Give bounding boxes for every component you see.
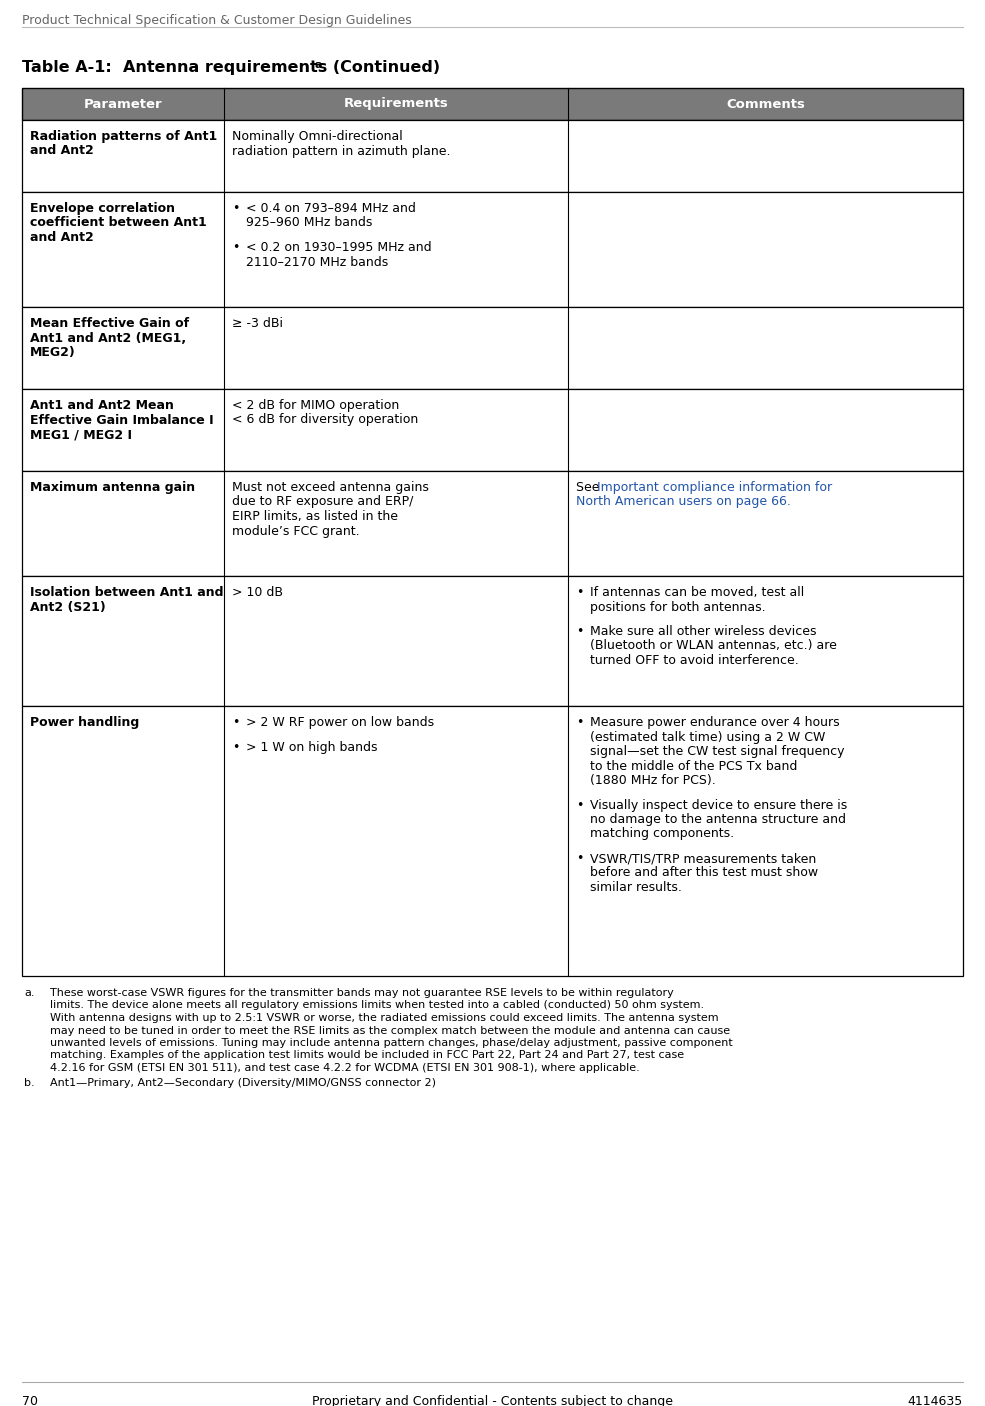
Text: Power handling: Power handling (30, 716, 139, 728)
Text: Product Technical Specification & Customer Design Guidelines: Product Technical Specification & Custom… (22, 14, 412, 27)
Text: similar results.: similar results. (590, 882, 682, 894)
Bar (567, 89, 963, 120)
Text: > 10 dB: > 10 dB (232, 586, 284, 599)
Text: no damage to the antenna structure and: no damage to the antenna structure and (590, 813, 846, 825)
Text: If antennas can be moved, test all: If antennas can be moved, test all (590, 586, 804, 599)
Text: (1880 MHz for PCS).: (1880 MHz for PCS). (590, 773, 715, 787)
Text: Nominally Omni-directional: Nominally Omni-directional (232, 129, 403, 143)
Text: Visually inspect device to ensure there is: Visually inspect device to ensure there … (590, 799, 847, 811)
Text: Maximum antenna gain: Maximum antenna gain (30, 481, 195, 494)
Text: Measure power endurance over 4 hours: Measure power endurance over 4 hours (590, 716, 839, 728)
Text: Ant1 and Ant2 Mean: Ant1 and Ant2 Mean (30, 399, 174, 412)
Text: 925–960 MHz bands: 925–960 MHz bands (246, 217, 372, 229)
Text: < 6 dB for diversity operation: < 6 dB for diversity operation (232, 413, 419, 426)
Text: Parameter: Parameter (84, 97, 163, 111)
Text: ≥ -3 dBi: ≥ -3 dBi (232, 316, 284, 330)
Text: Radiation patterns of Ant1: Radiation patterns of Ant1 (30, 129, 218, 143)
Text: Table A-1:  Antenna requirements (Continued): Table A-1: Antenna requirements (Continu… (22, 60, 440, 75)
Text: radiation pattern in azimuth plane.: radiation pattern in azimuth plane. (232, 145, 451, 157)
Bar (22, 471, 963, 576)
Bar (225, 89, 567, 120)
Text: coefficient between Ant1: coefficient between Ant1 (30, 217, 207, 229)
Text: VSWR/TIS/TRP measurements taken: VSWR/TIS/TRP measurements taken (590, 852, 816, 865)
Text: > 2 W RF power on low bands: > 2 W RF power on low bands (246, 716, 434, 728)
Bar (22, 193, 963, 307)
Text: •: • (576, 626, 583, 638)
Text: •: • (232, 716, 239, 728)
Text: and Ant2: and Ant2 (30, 231, 94, 245)
Text: With antenna designs with up to 2.5:1 VSWR or worse, the radiated emissions coul: With antenna designs with up to 2.5:1 VS… (50, 1012, 719, 1024)
Text: Important compliance information for: Important compliance information for (597, 481, 832, 494)
Text: MEG2): MEG2) (30, 346, 76, 359)
Text: Make sure all other wireless devices: Make sure all other wireless devices (590, 626, 817, 638)
Text: < 0.4 on 793–894 MHz and: < 0.4 on 793–894 MHz and (246, 202, 417, 215)
Text: Ant1 and Ant2 (MEG1,: Ant1 and Ant2 (MEG1, (30, 332, 186, 344)
Text: •: • (576, 799, 583, 811)
Bar (22, 706, 963, 976)
Text: to the middle of the PCS Tx band: to the middle of the PCS Tx band (590, 759, 797, 772)
Text: may need to be tuned in order to meet the RSE limits as the complex match betwee: may need to be tuned in order to meet th… (50, 1025, 730, 1035)
Text: positions for both antennas.: positions for both antennas. (590, 600, 765, 613)
Text: unwanted levels of emissions. Tuning may include antenna pattern changes, phase/: unwanted levels of emissions. Tuning may… (50, 1038, 733, 1047)
Text: Envelope correlation: Envelope correlation (30, 202, 175, 215)
Text: •: • (576, 852, 583, 865)
Bar (22, 89, 225, 120)
Text: a.: a. (24, 988, 34, 998)
Text: North American users on page 66.: North American users on page 66. (576, 495, 791, 509)
Text: •: • (232, 202, 239, 215)
Text: Isolation between Ant1 and: Isolation between Ant1 and (30, 586, 224, 599)
Text: limits. The device alone meets all regulatory emissions limits when tested into : limits. The device alone meets all regul… (50, 1001, 704, 1011)
Text: Effective Gain Imbalance I: Effective Gain Imbalance I (30, 413, 214, 426)
Bar (22, 120, 963, 193)
Text: (estimated talk time) using a 2 W CW: (estimated talk time) using a 2 W CW (590, 731, 825, 744)
Text: EIRP limits, as listed in the: EIRP limits, as listed in the (232, 510, 398, 523)
Bar (22, 389, 963, 471)
Text: MEG1 / MEG2 I: MEG1 / MEG2 I (30, 427, 132, 441)
Text: Ant1—Primary, Ant2—Secondary (Diversity/MIMO/GNSS connector 2): Ant1—Primary, Ant2—Secondary (Diversity/… (50, 1077, 436, 1087)
Text: < 0.2 on 1930–1995 MHz and: < 0.2 on 1930–1995 MHz and (246, 240, 432, 254)
Bar (22, 576, 963, 706)
Text: < 2 dB for MIMO operation: < 2 dB for MIMO operation (232, 399, 400, 412)
Text: Requirements: Requirements (344, 97, 448, 111)
Text: b.: b. (24, 1077, 34, 1087)
Text: (Bluetooth or WLAN antennas, etc.) are: (Bluetooth or WLAN antennas, etc.) are (590, 640, 836, 652)
Text: matching. Examples of the application test limits would be included in FCC Part : matching. Examples of the application te… (50, 1050, 685, 1060)
Text: 4.2.16 for GSM (ETSI EN 301 511), and test case 4.2.2 for WCDMA (ETSI EN 301 908: 4.2.16 for GSM (ETSI EN 301 511), and te… (50, 1063, 639, 1073)
Text: 2110–2170 MHz bands: 2110–2170 MHz bands (246, 256, 388, 269)
Bar (22, 89, 963, 120)
Text: before and after this test must show: before and after this test must show (590, 866, 818, 880)
Text: These worst-case VSWR figures for the transmitter bands may not guarantee RSE le: These worst-case VSWR figures for the tr… (50, 988, 674, 998)
Text: Mean Effective Gain of: Mean Effective Gain of (30, 316, 189, 330)
Text: •: • (576, 716, 583, 728)
Text: •: • (232, 741, 239, 754)
Text: and Ant2: and Ant2 (30, 145, 94, 157)
Text: Proprietary and Confidential - Contents subject to change: Proprietary and Confidential - Contents … (312, 1395, 673, 1406)
Text: a: a (314, 60, 321, 70)
Text: •: • (576, 586, 583, 599)
Text: module’s FCC grant.: module’s FCC grant. (232, 524, 360, 537)
Text: 70: 70 (22, 1395, 38, 1406)
Text: > 1 W on high bands: > 1 W on high bands (246, 741, 378, 754)
Text: 4114635: 4114635 (908, 1395, 963, 1406)
Text: signal—set the CW test signal frequency: signal—set the CW test signal frequency (590, 745, 844, 758)
Text: Must not exceed antenna gains: Must not exceed antenna gains (232, 481, 429, 494)
Text: turned OFF to avoid interference.: turned OFF to avoid interference. (590, 654, 799, 666)
Text: •: • (232, 240, 239, 254)
Bar (22, 307, 963, 389)
Text: due to RF exposure and ERP/: due to RF exposure and ERP/ (232, 495, 414, 509)
Text: See: See (576, 481, 603, 494)
Text: matching components.: matching components. (590, 828, 734, 841)
Text: Ant2 (S21): Ant2 (S21) (30, 600, 105, 613)
Text: Comments: Comments (726, 97, 805, 111)
